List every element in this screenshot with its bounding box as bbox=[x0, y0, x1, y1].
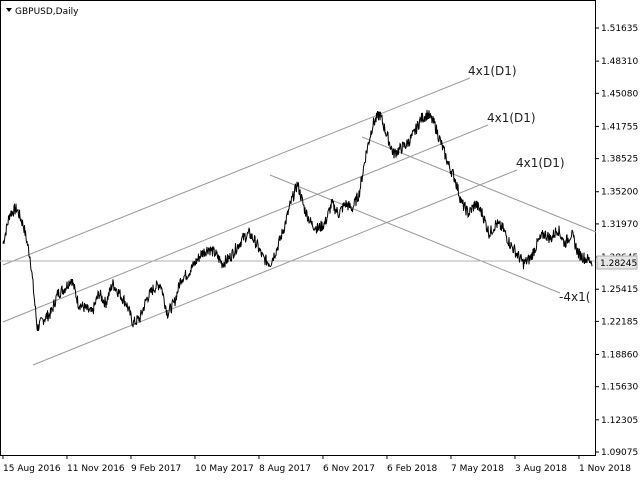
y-tick-label: 1.15630 bbox=[601, 383, 638, 393]
x-tick-label: 8 Aug 2017 bbox=[259, 464, 311, 474]
y-axis: 1.51635 1.48310 1.45080 1.41755 1.38525 1.352… bbox=[595, 24, 638, 458]
x-tick-label: 6 Feb 2018 bbox=[387, 464, 438, 474]
y-tick-label: 1.25415 bbox=[601, 285, 638, 295]
y-tick-label: 1.09075 bbox=[601, 448, 638, 458]
y-tick-label: 1.31970 bbox=[601, 220, 638, 230]
chart-title: GBPUSD,Daily bbox=[15, 7, 79, 17]
chart-menu-icon[interactable] bbox=[6, 8, 12, 12]
x-tick-label: 9 Feb 2017 bbox=[131, 464, 181, 474]
y-tick-label: 1.35200 bbox=[601, 188, 638, 198]
gann-fan-line[interactable] bbox=[2, 124, 489, 323]
current-price-label-bg bbox=[596, 255, 638, 270]
x-tick-label: 3 Aug 2018 bbox=[515, 464, 567, 474]
x-tick-label: 6 Nov 2017 bbox=[323, 464, 375, 474]
plot-frame bbox=[0, 0, 596, 456]
series-line-gbpusd bbox=[2, 109, 593, 332]
y-tick-label: 1.45080 bbox=[601, 89, 638, 99]
gann-lines bbox=[2, 77, 597, 366]
y-tick-label: 1.22185 bbox=[601, 317, 638, 327]
annotation-label-3: 4x1(D1) bbox=[516, 156, 565, 170]
x-tick-label: 15 Aug 2016 bbox=[3, 464, 61, 474]
y-tick-label: 1.18860 bbox=[601, 351, 638, 361]
current-price-label: 1.28245 bbox=[600, 259, 637, 269]
x-axis: 15 Aug 2016 11 Nov 2016 9 Feb 2017 10 May 2… bbox=[2, 455, 631, 474]
x-tick-label: 10 May 2017 bbox=[195, 464, 254, 474]
x-tick-label: 11 Nov 2016 bbox=[67, 464, 125, 474]
y-tick-label: 1.51635 bbox=[601, 24, 638, 34]
x-tick-label: 7 May 2018 bbox=[451, 464, 504, 474]
gann-fan-line[interactable] bbox=[32, 169, 518, 366]
gann-fan-line[interactable] bbox=[2, 77, 471, 266]
annotation-label-1: 4x1(D1) bbox=[468, 64, 517, 78]
y-tick-label: 1.41755 bbox=[601, 122, 638, 132]
y-tick-label: 1.48310 bbox=[601, 57, 638, 67]
x-tick-label: 1 Nov 2018 bbox=[579, 464, 631, 474]
annotation-label-2: 4x1(D1) bbox=[487, 111, 536, 125]
y-tick-label: 1.12305 bbox=[601, 416, 638, 426]
y-tick-label: 1.38525 bbox=[601, 155, 638, 165]
annotation-label-4: -4x1( bbox=[559, 290, 590, 304]
gann-fan-line[interactable] bbox=[269, 174, 561, 294]
